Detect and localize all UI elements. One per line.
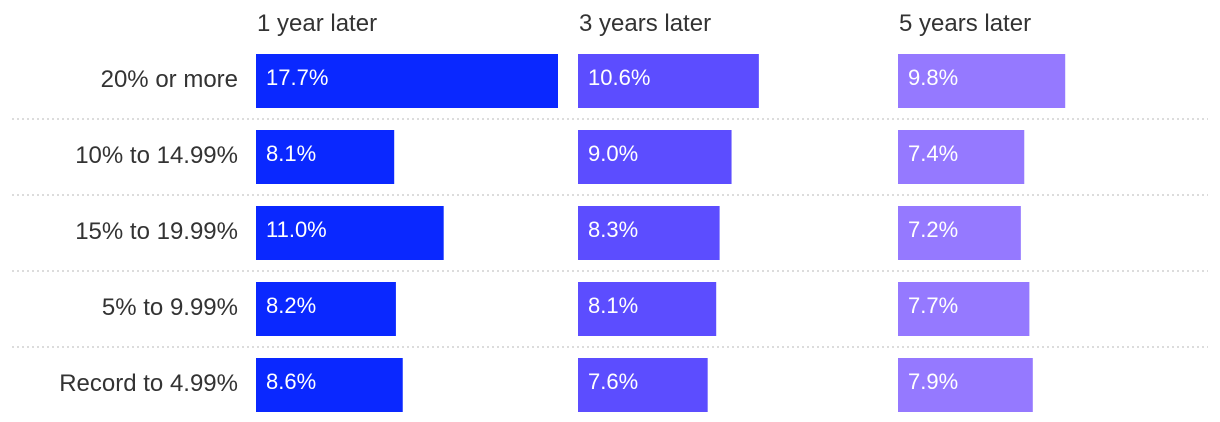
column-header: 1 year later [257, 10, 377, 37]
bar-value-label: 8.1% [266, 141, 316, 166]
bar [898, 130, 1025, 184]
bar-value-label: 7.9% [908, 369, 958, 394]
bar-value-label: 17.7% [266, 65, 328, 90]
bar [256, 358, 403, 412]
bar [256, 130, 395, 184]
row-label: 10% to 14.99% [75, 142, 238, 169]
bar-value-label: 7.2% [908, 217, 958, 242]
bar [578, 54, 759, 108]
bar-value-label: 9.0% [588, 141, 638, 166]
bar [256, 54, 558, 108]
bar-value-label: 7.7% [908, 293, 958, 318]
row-label: 5% to 9.99% [102, 294, 238, 321]
bar-value-label: 10.6% [588, 65, 650, 90]
column-header: 3 years later [579, 10, 711, 37]
bar-value-label: 8.6% [266, 369, 316, 394]
bar-value-label: 8.3% [588, 217, 638, 242]
bar [578, 282, 717, 336]
bar [898, 206, 1021, 260]
bar [578, 206, 720, 260]
bar-value-label: 8.1% [588, 293, 638, 318]
bar [256, 206, 444, 260]
bar [256, 282, 396, 336]
bar-value-label: 8.2% [266, 293, 316, 318]
bar [898, 358, 1033, 412]
bar [578, 130, 732, 184]
column-header: 5 years later [899, 10, 1031, 37]
row-label: 20% or more [101, 66, 238, 93]
bar-value-label: 11.0% [266, 217, 327, 242]
bar-value-label: 7.6% [588, 369, 638, 394]
bar [898, 282, 1030, 336]
row-label: 15% to 19.99% [75, 218, 238, 245]
bar-value-label: 7.4% [908, 141, 958, 166]
row-label: Record to 4.99% [59, 370, 238, 397]
bar-value-label: 9.8% [908, 65, 958, 90]
bar [898, 54, 1066, 108]
bar [578, 358, 708, 412]
